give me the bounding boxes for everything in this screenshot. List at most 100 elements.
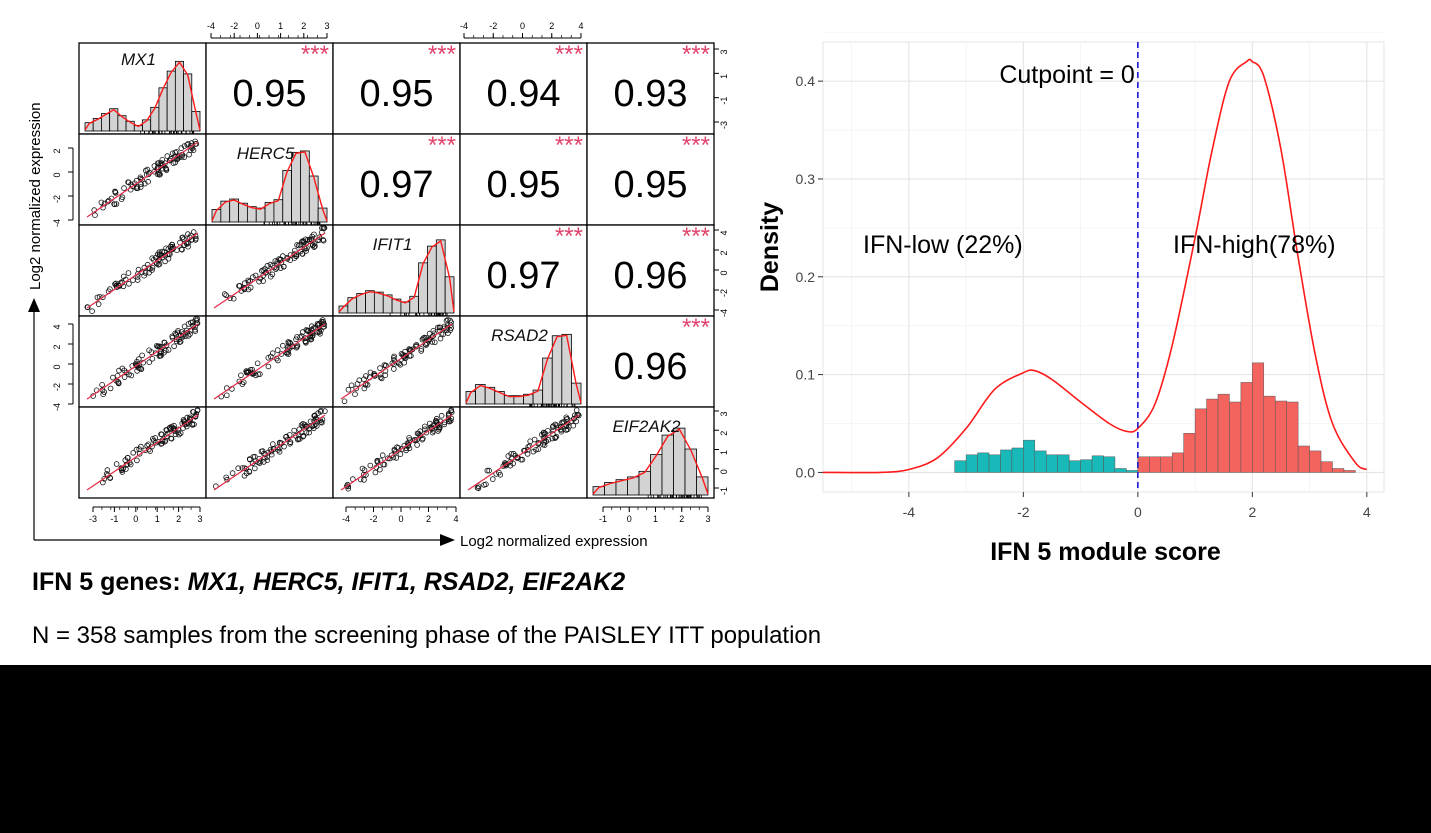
histogram-bar — [561, 333, 572, 405]
scatter-point — [116, 367, 122, 374]
x-tick-label: 2 — [1248, 504, 1256, 520]
histogram-bar — [229, 198, 239, 223]
histogram-bar-ifn-high — [1240, 382, 1253, 473]
scatter-point — [361, 467, 368, 473]
scatter-point — [163, 167, 170, 173]
scatter-point — [361, 477, 367, 483]
histogram-bar-ifn-low — [965, 454, 978, 473]
scatter-point — [265, 354, 272, 361]
scatter-point — [300, 238, 306, 244]
scatter-point — [309, 330, 315, 337]
axis-tick-label: 2 — [549, 21, 554, 31]
scatter-point — [176, 339, 183, 345]
scatter-point — [134, 368, 140, 374]
correlation-value: 0.97 — [487, 255, 561, 297]
scatter-point — [98, 199, 105, 206]
scatter-point — [92, 212, 98, 219]
scatter-point — [256, 278, 262, 285]
matrix-cell — [205, 42, 334, 135]
scatter-point — [307, 336, 314, 343]
scatter-point — [152, 435, 159, 441]
axis-tick-label: -4 — [719, 309, 729, 317]
histogram-bar-ifn-low — [1034, 450, 1047, 473]
histogram-bar-ifn-high — [1309, 450, 1322, 473]
scatter-point — [254, 360, 261, 367]
scatter-point — [152, 350, 159, 357]
histogram-bar — [542, 357, 553, 405]
scatter-point — [438, 412, 445, 419]
scatter-point — [114, 284, 120, 290]
scatter-point — [303, 248, 310, 254]
scatter-point — [194, 320, 201, 327]
scatter-point — [136, 450, 143, 457]
gene-label-ifit1: IFIT1 — [373, 235, 413, 254]
scatter-point — [221, 291, 228, 297]
scatter-point — [121, 185, 127, 191]
scatter-point — [161, 249, 168, 255]
y-arrow-head — [28, 298, 40, 312]
axis-tick-label: -4 — [460, 21, 468, 31]
scatter-point — [298, 422, 305, 428]
sample-size-caption: N = 358 samples from the screening phase… — [32, 622, 822, 649]
fit-line — [86, 141, 199, 218]
scatter-point — [184, 142, 191, 148]
scatter-point — [415, 430, 422, 437]
scatter-point — [241, 280, 248, 287]
axis-tick-label: 4 — [719, 230, 729, 235]
significance-stars: *** — [428, 41, 456, 68]
scatter-point — [435, 428, 441, 434]
scatter-point — [309, 242, 316, 249]
scatter-point — [378, 375, 385, 382]
histogram-bar — [282, 170, 293, 223]
matrix-cell — [586, 133, 715, 226]
scatter-point — [391, 353, 397, 360]
histogram-bar — [174, 60, 184, 132]
figure-panel: MX1 HERC5 IFIT1 RSAD2 EIF2AK2 *** 0.95 *** 0.95 *… — [0, 0, 1431, 665]
fit-line — [340, 323, 453, 400]
scatter-point — [535, 439, 542, 446]
scatter-point — [167, 243, 174, 250]
scatter-point — [190, 409, 196, 415]
density-curve — [822, 58, 1368, 474]
scatter-point — [157, 252, 163, 259]
scatter-point — [284, 436, 291, 443]
scatter-point — [185, 231, 191, 237]
scatter-point — [151, 163, 158, 169]
scatter-point — [434, 422, 441, 428]
scatter-point — [100, 479, 106, 486]
scatter-point — [125, 454, 131, 461]
matrix-cell — [332, 133, 461, 226]
scatter-point — [89, 308, 95, 315]
scatter-point — [311, 413, 318, 419]
scatter-point — [445, 418, 452, 425]
scatter-point — [235, 465, 242, 472]
scatter-point — [146, 347, 152, 354]
matrix-cell — [332, 42, 461, 135]
scatter-point — [419, 436, 426, 443]
axis-tick-label: 2 — [52, 148, 62, 153]
scatter-point — [113, 461, 120, 467]
scatter-point — [243, 465, 249, 472]
scatter-point — [553, 422, 560, 429]
scatter-point — [151, 168, 158, 175]
axis-tick-label: -3 — [719, 121, 729, 129]
histogram-bar — [427, 245, 437, 314]
scatter-point — [280, 263, 287, 270]
scatter-point — [142, 270, 149, 276]
scatter-point — [171, 343, 177, 350]
scatter-point — [156, 261, 163, 268]
scatter-point — [272, 258, 279, 264]
scatter-point — [418, 348, 425, 354]
scatter-point — [397, 451, 404, 457]
scatter-point — [193, 235, 199, 242]
histogram-bar-ifn-low — [1114, 468, 1127, 473]
scatter-point — [181, 421, 188, 427]
gene-label-mx1: MX1 — [121, 50, 156, 69]
histogram-density-line — [84, 61, 201, 131]
scatter-point — [247, 284, 254, 291]
scatter-point — [284, 256, 291, 262]
scatter-point — [185, 321, 192, 327]
scatter-point — [563, 414, 570, 421]
scatter-point — [161, 339, 168, 346]
scatter-point — [162, 437, 169, 444]
